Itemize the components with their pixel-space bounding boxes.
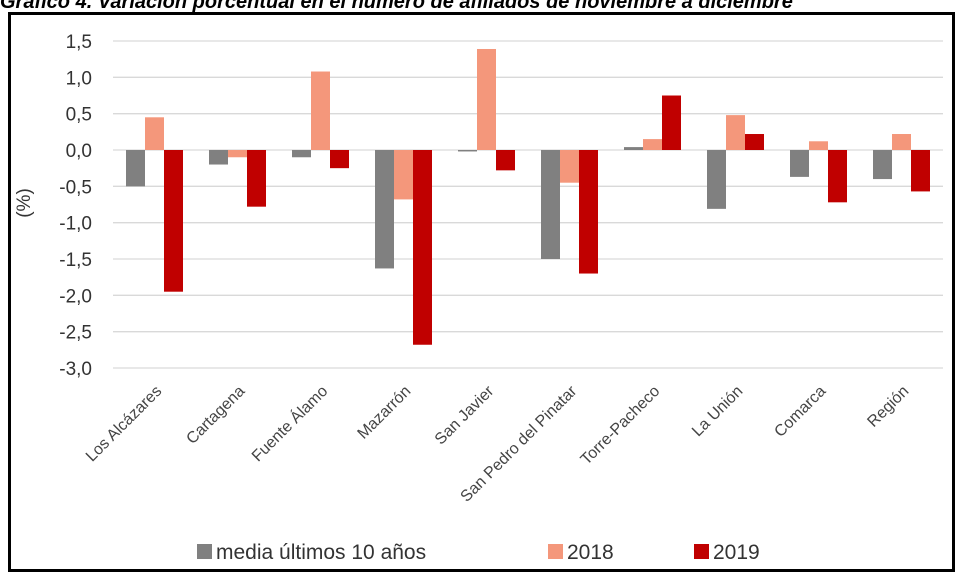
x-category-label: Fuente Álamo — [247, 381, 331, 465]
y-tick-label: -3,0 — [59, 359, 92, 380]
bar — [126, 150, 145, 187]
bar — [375, 150, 394, 269]
y-tick-label: 1,0 — [66, 68, 92, 89]
bar — [560, 150, 579, 183]
x-axis-categories: Los Alcázares Cartagena Fuente Álamo Mazarr… — [83, 381, 912, 505]
bar — [745, 134, 764, 150]
bar — [311, 71, 330, 150]
bar — [228, 150, 247, 158]
bar — [828, 150, 847, 203]
bar — [892, 134, 911, 150]
bars — [126, 48, 930, 345]
x-category-label: Los Alcázares — [83, 383, 165, 465]
legend-swatch — [694, 544, 709, 559]
bar — [726, 115, 745, 150]
y-tick-label: 0,0 — [66, 141, 92, 162]
y-tick-label: 1,5 — [66, 32, 92, 53]
x-category-label: Cartagena — [183, 383, 248, 448]
x-category-label: La Unión — [689, 383, 746, 440]
bar — [330, 150, 349, 169]
x-category-label: San Javier — [432, 382, 498, 448]
legend-swatch — [548, 544, 563, 559]
bar — [911, 150, 930, 192]
bar — [496, 150, 515, 171]
bar — [541, 150, 560, 259]
y-tick-label: 0,5 — [66, 105, 92, 126]
y-axis-ticks: 1,5 1,0 0,5 0,0 -0,5 -1,0 -1,5 -2,0 -2,5 -3,0 — [59, 32, 92, 380]
bar — [145, 117, 164, 150]
bar — [809, 141, 828, 150]
legend-label: 2019 — [713, 541, 760, 564]
y-tick-label: -2,0 — [59, 286, 92, 307]
x-category-label: Comarca — [771, 383, 829, 441]
y-tick-label: -2,5 — [59, 323, 92, 344]
bar — [624, 147, 643, 150]
legend-label: media últimos 10 años — [216, 541, 426, 564]
bar — [707, 150, 726, 209]
y-axis-label: (%) — [14, 188, 35, 218]
y-tick-label: -1,0 — [59, 214, 92, 235]
y-tick-label: -0,5 — [59, 177, 92, 198]
x-category-label: Mazarrón — [355, 383, 415, 443]
bar — [209, 150, 228, 165]
bar — [292, 150, 311, 158]
bar — [662, 95, 681, 150]
bar — [643, 139, 662, 150]
bar — [164, 150, 183, 292]
bar — [458, 150, 477, 152]
bar — [413, 150, 432, 345]
bar — [873, 150, 892, 180]
x-category-label: Región — [864, 383, 912, 431]
bar — [790, 150, 809, 177]
bar — [394, 150, 413, 200]
chart-frame — [8, 12, 955, 572]
gridlines — [113, 40, 943, 369]
bar — [477, 48, 496, 150]
legend-label: 2018 — [567, 541, 614, 564]
legend: media últimos 10 años 2018 2019 — [197, 541, 760, 564]
bar — [247, 150, 266, 207]
y-tick-label: -1,5 — [59, 250, 92, 271]
bar — [579, 150, 598, 274]
chart-title: Gráfico 4. Variación porcentual en el nú… — [0, 0, 793, 13]
x-category-label: Torre-Pacheco — [578, 383, 664, 469]
legend-swatch — [197, 544, 212, 559]
